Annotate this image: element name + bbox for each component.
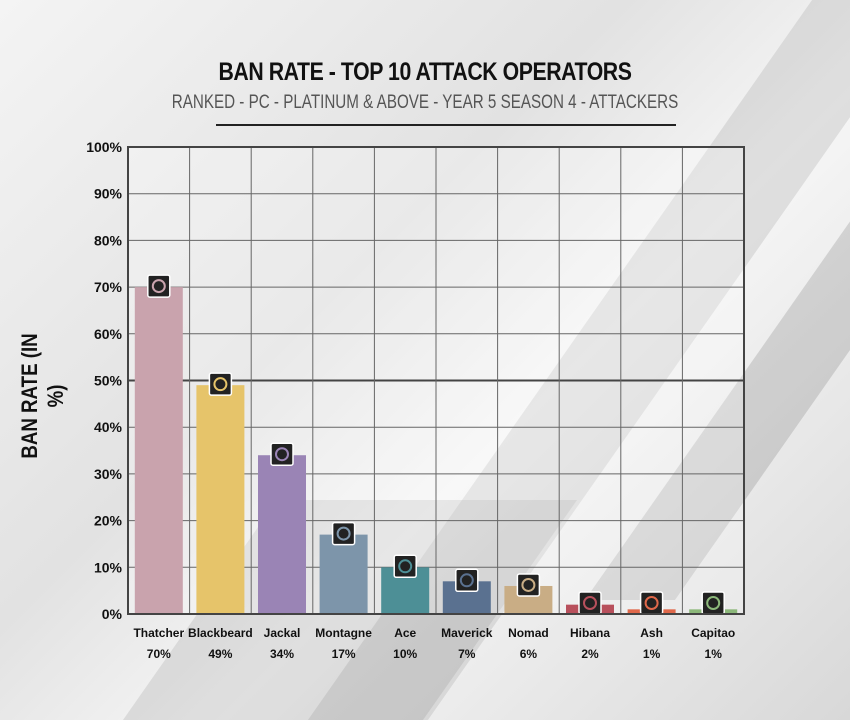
data-label: 34% (270, 647, 294, 661)
x-tick-label: Montagne (315, 626, 372, 640)
operator-icon (208, 372, 233, 396)
operator-icon-glyph (398, 559, 413, 574)
y-tick-label: 40% (94, 419, 123, 435)
bar-montagne (319, 534, 368, 614)
operator-icon-glyph (644, 596, 659, 610)
y-tick-label: 50% (94, 373, 123, 389)
x-tick-label: Capitao (691, 626, 735, 640)
x-tick-label: Ace (394, 626, 416, 640)
operator-icon (701, 591, 725, 615)
operator-icon (393, 554, 417, 579)
x-tick-label: Nomad (508, 626, 549, 640)
y-tick-label: 80% (94, 232, 123, 248)
y-tick-label: 0% (102, 606, 123, 622)
operator-icon (639, 591, 664, 615)
operator-icon (270, 442, 294, 466)
x-tick-label: Jackal (264, 626, 301, 640)
y-tick-label: 20% (94, 513, 123, 529)
data-label: 1% (643, 647, 661, 661)
y-tick-label: 70% (94, 279, 123, 295)
y-tick-label: 30% (94, 466, 123, 482)
x-tick-label: Thatcher (133, 626, 184, 640)
operator-icon (516, 573, 541, 597)
data-label: 70% (147, 647, 171, 661)
operator-icon-glyph (213, 377, 228, 392)
bar-blackbeard (196, 385, 245, 614)
y-tick-label: 100% (86, 139, 122, 155)
chart-subtitle: RANKED - PC - PLATINUM & ABOVE - YEAR 5 … (171, 92, 679, 113)
y-tick-label: 60% (94, 326, 123, 342)
x-tick-label: Hibana (570, 626, 610, 640)
operator-icon-glyph (521, 577, 536, 592)
title-divider (216, 124, 676, 126)
bar-jackal (258, 455, 306, 614)
operator-icon (147, 274, 171, 298)
operator-icon-glyph (583, 596, 597, 610)
y-tick-label: 10% (94, 559, 123, 575)
x-tick-label: Ash (640, 626, 663, 640)
y-tick-label: 90% (94, 186, 123, 202)
data-label: 49% (208, 647, 232, 661)
data-label: 17% (332, 647, 356, 661)
data-label: 10% (393, 647, 417, 661)
data-label: 1% (705, 647, 723, 661)
data-label: 2% (581, 647, 599, 661)
plot-border (127, 146, 745, 615)
operator-icon (578, 591, 602, 615)
operator-icon-glyph (275, 447, 289, 462)
chart-title: BAN RATE - TOP 10 ATTACK OPERATORS (218, 58, 632, 86)
x-tick-label: Blackbeard (188, 626, 253, 640)
operator-icon-glyph (459, 573, 474, 588)
x-tick-label: Maverick (441, 626, 493, 640)
operator-icon-glyph (336, 526, 351, 541)
bar-thatcher (134, 287, 183, 614)
data-label: 6% (520, 647, 538, 661)
operator-icon (331, 521, 356, 546)
operator-icon-glyph (706, 596, 721, 610)
operator-icon (455, 568, 479, 593)
operator-icon-glyph (151, 279, 166, 294)
data-label: 7% (458, 647, 476, 661)
